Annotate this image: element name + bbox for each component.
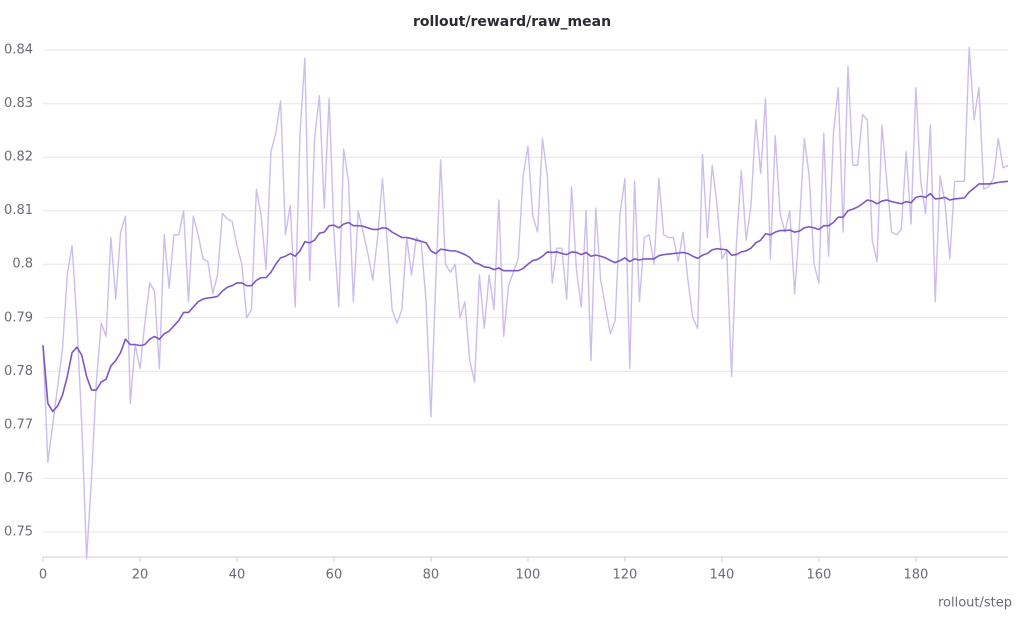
x-tick-label: 160 (806, 568, 831, 583)
y-tick-label: 0.81 (4, 203, 33, 218)
chart-title: rollout/reward/raw_mean (413, 14, 611, 30)
series-line (42, 180, 1009, 413)
x-tick-label: 40 (229, 568, 246, 583)
x-tick-label: 0 (39, 568, 47, 583)
x-tick-label: 120 (612, 568, 637, 583)
y-tick-label: 0.77 (4, 417, 33, 432)
y-tick-label: 0.75 (4, 524, 33, 539)
y-tick-label: 0.82 (4, 150, 33, 165)
y-tick-label: 0.83 (4, 96, 33, 111)
y-tick-label: 0.84 (4, 43, 33, 58)
x-tick-label: 20 (132, 568, 149, 583)
series-line (42, 46, 1009, 560)
x-tick-label: 60 (326, 568, 343, 583)
y-tick-label: 0.76 (4, 471, 33, 486)
x-tick-label: 100 (516, 568, 541, 583)
x-tick-label: 140 (709, 568, 734, 583)
x-tick-label: 180 (903, 568, 928, 583)
y-tick-label: 0.78 (4, 364, 33, 379)
y-tick-label: 0.79 (4, 310, 33, 325)
x-axis-label: rollout/step (938, 596, 1012, 611)
y-tick-label: 0.8 (12, 257, 33, 272)
x-tick-label: 80 (423, 568, 440, 583)
